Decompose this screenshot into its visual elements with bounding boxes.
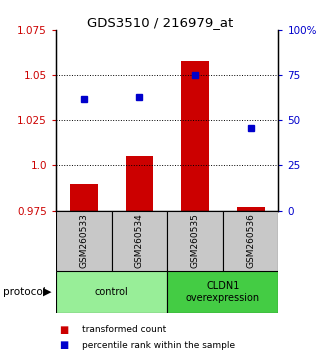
Text: percentile rank within the sample: percentile rank within the sample bbox=[82, 341, 235, 350]
Text: GDS3510 / 216979_at: GDS3510 / 216979_at bbox=[87, 16, 233, 29]
Bar bbox=[56, 271, 167, 313]
Bar bbox=[112, 211, 167, 271]
Text: ▶: ▶ bbox=[43, 287, 51, 297]
Text: transformed count: transformed count bbox=[82, 325, 166, 335]
Bar bbox=[70, 183, 98, 211]
Bar bbox=[181, 61, 209, 211]
Bar bbox=[167, 211, 223, 271]
Text: ■: ■ bbox=[59, 340, 68, 350]
Bar bbox=[125, 156, 153, 211]
Text: protocol: protocol bbox=[3, 287, 46, 297]
Text: GSM260535: GSM260535 bbox=[190, 213, 199, 268]
Text: GSM260536: GSM260536 bbox=[246, 213, 255, 268]
Bar bbox=[237, 207, 265, 211]
Text: CLDN1
overexpression: CLDN1 overexpression bbox=[186, 281, 260, 303]
Text: ■: ■ bbox=[59, 325, 68, 335]
Text: GSM260533: GSM260533 bbox=[79, 213, 88, 268]
Bar bbox=[56, 211, 112, 271]
Text: control: control bbox=[95, 287, 128, 297]
Bar bbox=[223, 211, 278, 271]
Text: GSM260534: GSM260534 bbox=[135, 213, 144, 268]
Bar bbox=[167, 271, 278, 313]
